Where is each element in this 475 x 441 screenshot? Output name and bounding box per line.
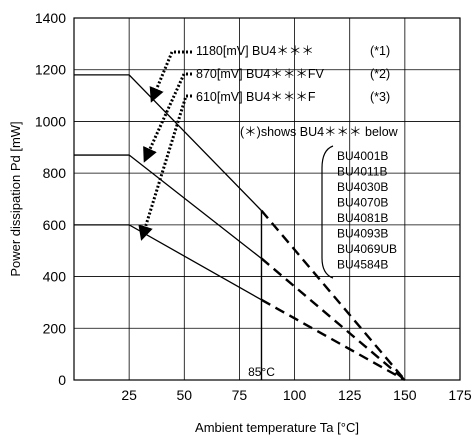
legend-arrow-3 xyxy=(138,94,192,241)
y-tick-label-800: 800 xyxy=(43,165,67,181)
annotation-text: (＊)shows BU4＊＊＊ below xyxy=(240,125,399,139)
part-item-4: BU4070B xyxy=(337,196,388,210)
part-item-7: BU4069UB xyxy=(337,242,397,256)
y-tick-label-0: 0 xyxy=(58,372,66,388)
x-tick-label-25: 25 xyxy=(121,387,137,403)
part-item-3: BU4030B xyxy=(337,180,388,194)
legend-arrow-2 xyxy=(143,72,192,163)
y-tick-label-1200: 1200 xyxy=(35,62,66,78)
y-axis-ticks: 0 200 400 600 800 1000 1200 1400 xyxy=(35,10,66,388)
y-tick-label-1400: 1400 xyxy=(35,10,66,26)
plot-frame xyxy=(73,17,461,381)
y-tick-label-600: 600 xyxy=(43,217,67,233)
series-2-solid xyxy=(74,154,262,259)
x-tick-label-175: 175 xyxy=(448,387,472,403)
x-tick-label-125: 125 xyxy=(338,387,362,403)
part-item-1: BU4001B xyxy=(337,149,388,163)
x-tick-label-150: 150 xyxy=(393,387,417,403)
x-axis-label: Ambient temperature Ta [°C] xyxy=(195,420,359,435)
series-lines xyxy=(74,74,406,382)
y-axis-label: Power dissipation Pd [mW] xyxy=(8,121,23,276)
part-item-6: BU4093B xyxy=(337,227,388,241)
part-item-2: BU4011B xyxy=(337,165,387,179)
series-3-dashed xyxy=(260,298,406,382)
legend-label-1: 1180[mV] BU4＊＊＊ xyxy=(196,44,314,58)
y-tick-label-400: 400 xyxy=(43,269,67,285)
series-1-solid xyxy=(74,74,262,212)
legend-arrow-1 xyxy=(149,50,192,103)
x-axis-ticks: 25 50 75 100 125 150 175 85°C xyxy=(121,365,472,403)
y-tick-label-1000: 1000 xyxy=(35,113,66,129)
plot-border xyxy=(73,17,461,381)
x-tick-label-100: 100 xyxy=(283,387,307,403)
legend-note-1: (*1) xyxy=(370,44,390,58)
legend-label-2: 870[mV] BU4＊＊＊FV xyxy=(196,67,324,81)
series-3-solid xyxy=(74,224,262,301)
grid xyxy=(74,18,460,380)
legend-label-3: 610[mV] BU4＊＊＊F xyxy=(196,90,316,104)
x-tick-label-50: 50 xyxy=(176,387,192,403)
part-list-bracket xyxy=(321,145,334,279)
part-item-8: BU4584B xyxy=(337,258,388,272)
series-1-dashed xyxy=(260,209,406,381)
y-tick-label-200: 200 xyxy=(43,320,67,336)
legend-note-2: (*2) xyxy=(370,67,390,81)
legend-note-3: (*3) xyxy=(370,90,390,104)
part-list-annotation: (＊)shows BU4＊＊＊ below BU4001B BU4011BBU403… xyxy=(240,125,399,279)
part-item-5: BU4081B xyxy=(337,211,388,225)
x-tick-label-85c: 85°C xyxy=(248,365,275,379)
x-tick-label-75: 75 xyxy=(232,387,248,403)
series-legend: 1180[mV] BU4＊＊＊ (*1) 870[mV] BU4＊＊＊FV (*2) 6… xyxy=(138,44,390,241)
